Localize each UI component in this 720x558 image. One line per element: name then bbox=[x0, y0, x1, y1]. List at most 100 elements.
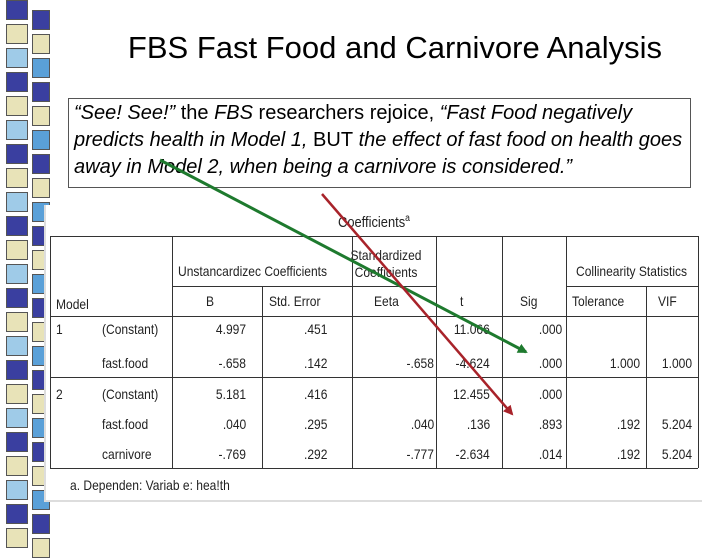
border-square bbox=[6, 264, 28, 284]
cell-se: .416 bbox=[304, 386, 328, 402]
cell-sig: .000 bbox=[538, 355, 562, 371]
border-square bbox=[32, 514, 50, 534]
header-standardized: Standardized Coefficients bbox=[350, 247, 422, 280]
border-square bbox=[6, 192, 28, 212]
table-rule bbox=[352, 286, 436, 287]
border-square bbox=[6, 528, 28, 548]
cell-t: -2.634 bbox=[455, 446, 490, 462]
table-rule bbox=[50, 468, 698, 469]
border-square bbox=[32, 10, 50, 30]
cell-beta: -.777 bbox=[406, 446, 434, 462]
cell-vif: 5.204 bbox=[661, 446, 692, 462]
table-rule bbox=[352, 236, 353, 468]
border-square bbox=[6, 408, 28, 428]
cell-tolerance: .192 bbox=[616, 446, 640, 462]
cell-variable: (Constant) bbox=[102, 321, 159, 337]
header-vif: VIF bbox=[658, 293, 677, 309]
border-square bbox=[32, 82, 50, 102]
table-rule bbox=[502, 236, 503, 468]
cell-beta: -.658 bbox=[406, 355, 434, 371]
table-rule bbox=[172, 236, 173, 468]
cell-b: -.658 bbox=[218, 355, 246, 371]
cell-variable: carnivore bbox=[102, 446, 152, 462]
cell-model: 1 bbox=[56, 321, 63, 337]
border-square bbox=[6, 384, 28, 404]
border-square bbox=[6, 288, 28, 308]
border-square bbox=[32, 34, 50, 54]
table-footnote: a. Dependen: Variab e: hea!th bbox=[70, 477, 230, 493]
quote-part: the bbox=[175, 102, 215, 124]
cell-t: -4.624 bbox=[455, 355, 490, 371]
border-square bbox=[6, 24, 28, 44]
quote-part: researchers rejoice, bbox=[253, 102, 440, 124]
header-std-error: Std. Error bbox=[269, 293, 321, 309]
cell-sig: .014 bbox=[538, 446, 562, 462]
cell-variable: fast.food bbox=[102, 416, 149, 432]
table-rule bbox=[50, 236, 51, 468]
table-rule bbox=[698, 236, 699, 468]
border-square bbox=[6, 432, 28, 452]
table-rule bbox=[566, 236, 567, 468]
border-square bbox=[32, 538, 50, 558]
header-collinearity: Collinearity Statistics bbox=[576, 263, 688, 279]
border-square bbox=[6, 240, 28, 260]
quote-text: “See! See!” the FBS researchers rejoice,… bbox=[74, 100, 694, 181]
cell-vif: 5.204 bbox=[661, 416, 692, 432]
border-square bbox=[6, 504, 28, 524]
border-square bbox=[6, 456, 28, 476]
cell-b: 5.181 bbox=[215, 386, 246, 402]
cell-tolerance: 1.000 bbox=[609, 355, 640, 371]
cell-tolerance: .192 bbox=[616, 416, 640, 432]
cell-b: 4.997 bbox=[215, 321, 246, 337]
header-tolerance: Tolerance bbox=[572, 293, 625, 309]
cell-t: 12.455 bbox=[453, 386, 490, 402]
table-title: Coefficientsa bbox=[338, 213, 410, 231]
cell-b: .040 bbox=[222, 416, 246, 432]
border-square bbox=[6, 0, 28, 20]
border-square bbox=[6, 360, 28, 380]
cell-sig: .893 bbox=[538, 416, 562, 432]
table-rule bbox=[262, 286, 263, 468]
quote-part: “Fast Food negatively predicts health in… bbox=[74, 102, 633, 151]
table-rule bbox=[50, 377, 698, 378]
border-square bbox=[6, 48, 28, 68]
header-b: B bbox=[206, 293, 215, 309]
border-square bbox=[6, 312, 28, 332]
border-square bbox=[6, 72, 28, 92]
header-unstandardized: Unstancardizec Coefficients bbox=[178, 263, 328, 279]
cell-se: .451 bbox=[304, 321, 328, 337]
coefficients-table: Coefficientsa Unstancardizec Coefficient… bbox=[44, 205, 702, 502]
cell-se: .295 bbox=[304, 416, 328, 432]
border-square bbox=[32, 178, 50, 198]
border-square bbox=[6, 168, 28, 188]
quote-part: BUT bbox=[313, 129, 354, 151]
border-square bbox=[32, 106, 50, 126]
border-square bbox=[6, 144, 28, 164]
border-square bbox=[6, 96, 28, 116]
cell-model: 2 bbox=[56, 386, 63, 402]
cell-t: 11.066 bbox=[454, 321, 490, 337]
border-square bbox=[32, 130, 50, 150]
quote-part: FBS bbox=[214, 102, 253, 124]
cell-se: .292 bbox=[304, 446, 328, 462]
border-square bbox=[6, 336, 28, 356]
border-square bbox=[32, 58, 50, 78]
cell-t: .136 bbox=[466, 416, 490, 432]
border-square bbox=[6, 480, 28, 500]
cell-beta: .040 bbox=[410, 416, 434, 432]
header-beta: Eeta bbox=[374, 293, 399, 309]
header-sig: Sig bbox=[520, 293, 538, 309]
cell-variable: fast.food bbox=[102, 355, 149, 371]
table-rule bbox=[50, 236, 698, 237]
header-model: Model bbox=[56, 296, 89, 312]
border-square bbox=[32, 154, 50, 174]
slide-title: FBS Fast Food and Carnivore Analysis bbox=[127, 30, 663, 65]
border-square bbox=[6, 216, 28, 236]
cell-variable: (Constant) bbox=[102, 386, 159, 402]
cell-vif: 1.000 bbox=[661, 355, 692, 371]
table-rule bbox=[50, 316, 698, 317]
cell-b: -.769 bbox=[218, 446, 246, 462]
cell-sig: .000 bbox=[538, 321, 562, 337]
table-rule bbox=[436, 236, 437, 468]
table-rule bbox=[566, 286, 698, 287]
